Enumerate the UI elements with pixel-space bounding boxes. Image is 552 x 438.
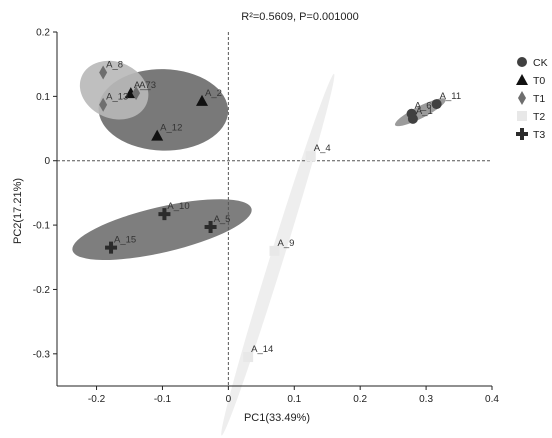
legend-marker-t2	[517, 111, 527, 121]
point-labels: A_1A_6 A_11 A_2 A_7 A_12 A_3 A_8 A_13 A_4 A_9 A_14…	[106, 60, 461, 355]
point-label: A_5	[214, 214, 231, 225]
legend-label: T1	[533, 93, 545, 105]
x-tick-label: 0.3	[419, 394, 433, 405]
y-tick-label: -0.1	[33, 221, 51, 232]
legend-label: T3	[533, 129, 545, 141]
legend-marker-t1	[518, 91, 526, 105]
legend-label: T0	[533, 75, 545, 87]
point-a-4	[305, 151, 316, 162]
point-label: A_15	[114, 235, 136, 246]
ellipse-t3	[72, 199, 252, 260]
y-tick-label: 0.2	[36, 28, 50, 39]
y-tick-label: -0.2	[33, 285, 51, 296]
x-axis-label: PC1(33.49%)	[244, 412, 310, 424]
point-label: A_8	[106, 60, 123, 71]
point-a-8	[99, 65, 108, 80]
legend-marker-t3	[516, 128, 528, 140]
point-label: A_9	[278, 238, 295, 249]
point-label: A_14	[251, 344, 273, 355]
point-label: A_6	[415, 101, 432, 112]
legend-marker-ck	[517, 57, 527, 67]
reference-lines	[57, 32, 492, 386]
point-label: A_11	[440, 91, 461, 102]
point-a-5	[204, 221, 217, 234]
point-label: A_3	[139, 80, 156, 91]
y-tick-label: 0.1	[36, 92, 50, 103]
legend: CK T0 T1 T2 T3	[516, 57, 548, 141]
point-a-6	[406, 108, 417, 119]
x-tick-label: 0.4	[485, 394, 499, 405]
point-label: A_2	[205, 88, 222, 99]
data-points	[99, 65, 442, 363]
legend-label: T2	[533, 111, 545, 123]
point-a-14	[243, 352, 254, 363]
x-tick-label: 0.2	[353, 394, 367, 405]
x-tick-label: 0.1	[287, 394, 301, 405]
point-label: A_10	[167, 201, 189, 212]
point-label: A_7	[134, 80, 151, 91]
ellipse-t1	[79, 60, 149, 120]
legend-marker-t0	[516, 74, 528, 85]
axes	[53, 31, 493, 390]
point-a-3	[132, 86, 141, 101]
point-a-11	[431, 99, 442, 110]
point-a-12	[151, 129, 164, 141]
point-label: A_12	[160, 123, 182, 134]
point-label: A_4	[314, 143, 331, 154]
point-label: A_1	[416, 106, 433, 117]
x-tick-label: 0	[226, 394, 232, 405]
point-a-10	[158, 208, 171, 221]
point-a-9	[269, 245, 280, 256]
y-tick-label: -0.3	[33, 349, 51, 360]
x-tick-label: -0.1	[154, 394, 172, 405]
x-tick-label: -0.2	[88, 394, 106, 405]
y-tick-label: 0	[44, 156, 50, 167]
y-axis-label: PC2(17.21%)	[12, 178, 24, 244]
legend-label: CK	[533, 57, 548, 69]
point-a-15	[105, 241, 118, 254]
point-a-2	[196, 94, 208, 106]
point-a-13	[99, 97, 108, 112]
chart-title: R²=0.5609, P=0.001000	[241, 11, 358, 23]
tick-labels: -0.2 -0.1 0 0.1 0.2 0.3 0.4 0.2 0.1 0 -0.1 -0.2 -0.3	[33, 28, 500, 406]
point-label: A_13	[106, 92, 128, 103]
